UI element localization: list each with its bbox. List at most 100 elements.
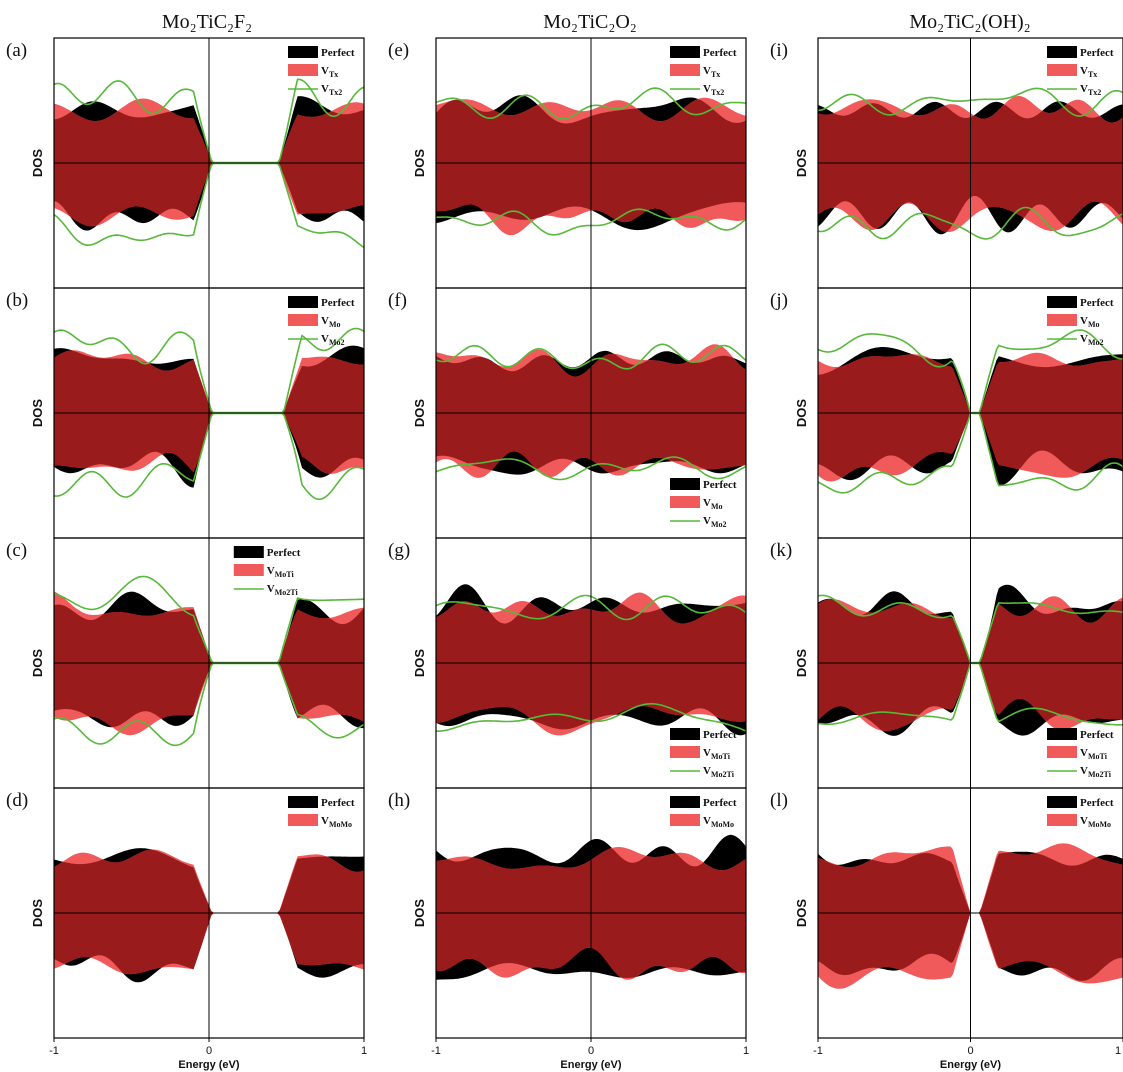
panel-label: (h) <box>388 790 410 811</box>
legend-swatch <box>288 814 318 826</box>
legend-entry: VMoMo <box>1080 815 1111 829</box>
legend-swatch <box>233 546 264 558</box>
panel-label: (f) <box>388 290 407 311</box>
legend-entry: VMo2Ti <box>1080 765 1112 779</box>
x-tick-label: 0 <box>588 1045 594 1057</box>
plot-area <box>54 327 364 501</box>
legend-entry: Perfect <box>703 47 737 59</box>
series-overlap-down <box>818 663 1123 731</box>
y-axis-label: DOS <box>30 649 45 678</box>
column-title-oh2: Mo₂TiC₂(OH)₂ <box>909 11 1030 33</box>
legend-swatch <box>670 46 700 58</box>
legend: Perfect VTx VTx2 <box>1047 46 1114 97</box>
legend-entry: VMoTi <box>267 565 295 579</box>
legend-entry: VTx2 <box>703 83 724 97</box>
x-tick-label: 1 <box>361 1045 367 1057</box>
series-overlap-down <box>54 913 364 975</box>
legend-entry: VMoMo <box>321 815 352 829</box>
panel-l: (l) DOS -1 0 1 Energy (eV) Perfect VMoMo <box>770 787 1123 1071</box>
legend-swatch <box>1047 314 1077 326</box>
panel-j: (j) DOS Perfect VMo VMo2 <box>770 287 1123 539</box>
x-tick-label: -1 <box>813 1045 823 1057</box>
legend-swatch <box>1047 746 1077 758</box>
y-axis-label: DOS <box>412 649 427 678</box>
y-axis-label: DOS <box>412 149 427 178</box>
panel-k: (k) DOS Perfect VMoTi VMo2Ti <box>770 537 1123 789</box>
y-axis-label: DOS <box>30 399 45 428</box>
legend-swatch <box>1047 64 1077 76</box>
series-overlap-up <box>818 598 1123 663</box>
legend-entry: VMo <box>703 497 723 511</box>
legend: Perfect VMo VMo2 <box>1047 296 1114 347</box>
legend: Perfect VMoTi VMo2Ti <box>233 546 301 597</box>
legend: Perfect VTx VTx2 <box>670 46 737 97</box>
legend-swatch <box>233 564 264 576</box>
x-axis-label: Energy (eV) <box>940 1059 1001 1071</box>
legend: Perfect VMoTi VMo2Ti <box>1047 728 1114 779</box>
panel-label: (b) <box>6 290 28 311</box>
panel-grid: (a) DOS Perfect VTx VTx2 (b) DOS Perfect VMo VMo2… <box>6 37 1123 1071</box>
legend-entry: VMo <box>321 315 341 329</box>
series-overlap-down <box>818 413 1123 478</box>
plot-area <box>54 848 364 983</box>
legend: Perfect VMo VMo2 <box>288 296 355 347</box>
panel-i: (i) DOS Perfect VTx VTx2 <box>770 37 1123 289</box>
legend-entry: Perfect <box>321 47 355 59</box>
legend-entry: Perfect <box>1080 297 1114 309</box>
panel-label: (a) <box>6 40 27 61</box>
x-axis-label: Energy (eV) <box>178 1059 239 1071</box>
panel-e: (e) DOS Perfect VTx VTx2 <box>388 37 747 289</box>
panel-h: (h) DOS -1 0 1 Energy (eV) Perfect VMoMo <box>388 787 749 1071</box>
panel-label: (l) <box>770 790 788 811</box>
y-axis-label: DOS <box>30 899 45 928</box>
x-tick-label: 0 <box>206 1045 212 1057</box>
panel-b: (b) DOS Perfect VMo VMo2 <box>6 287 365 539</box>
legend-entry: Perfect <box>703 729 737 741</box>
legend: Perfect VMoTi VMo2Ti <box>670 728 737 779</box>
legend-swatch <box>288 314 318 326</box>
series-overlap-up <box>54 350 364 413</box>
legend-swatch <box>1047 296 1077 308</box>
plot-area <box>818 843 1123 989</box>
legend-entry: VTx <box>1080 65 1097 79</box>
series-overlap-down <box>54 163 364 227</box>
panel-label: (k) <box>770 540 792 561</box>
panel-label: (j) <box>770 290 788 311</box>
legend-entry: VMoTi <box>1080 747 1108 761</box>
panel-label: (d) <box>6 790 28 811</box>
panel-label: (g) <box>388 540 410 561</box>
legend-swatch <box>288 796 318 808</box>
series-overlap-down <box>818 913 1123 981</box>
legend: Perfect VMoMo <box>288 796 355 829</box>
x-tick-label: 1 <box>1115 1045 1121 1057</box>
y-axis-label: DOS <box>412 399 427 428</box>
plot-area <box>818 329 1123 494</box>
panel-label: (i) <box>770 40 788 61</box>
legend-swatch <box>1047 796 1077 808</box>
series-overlap-down <box>54 663 364 727</box>
legend-entry: VMo2 <box>321 333 345 347</box>
series-overlap-up <box>54 604 364 663</box>
panel-d: (d) DOS -1 0 1 Energy (eV) Perfect VMoMo <box>6 787 367 1071</box>
legend-entry: Perfect <box>703 797 737 809</box>
column-title-o2: Mo₂TiC₂O₂ <box>543 11 637 33</box>
y-axis-label: DOS <box>794 149 809 178</box>
x-tick-label: -1 <box>431 1045 441 1057</box>
legend-entry: VMo2Ti <box>703 765 735 779</box>
legend-swatch <box>670 746 700 758</box>
legend-entry: Perfect <box>1080 729 1114 741</box>
x-tick-label: -1 <box>49 1045 59 1057</box>
panel-label: (e) <box>388 40 409 61</box>
legend-entry: Perfect <box>321 297 355 309</box>
legend-entry: VTx <box>703 65 720 79</box>
panel-c: (c) DOS Perfect VMoTi VMo2Ti <box>6 537 365 789</box>
legend-entry: VTx2 <box>321 83 342 97</box>
legend-entry: VMo2Ti <box>267 583 299 597</box>
x-tick-label: 1 <box>743 1045 749 1057</box>
legend-swatch <box>288 64 318 76</box>
legend: Perfect VMoMo <box>670 796 737 829</box>
legend: Perfect VMo VMo2 <box>670 478 737 529</box>
legend-swatch <box>1047 728 1077 740</box>
legend-swatch <box>1047 46 1077 58</box>
